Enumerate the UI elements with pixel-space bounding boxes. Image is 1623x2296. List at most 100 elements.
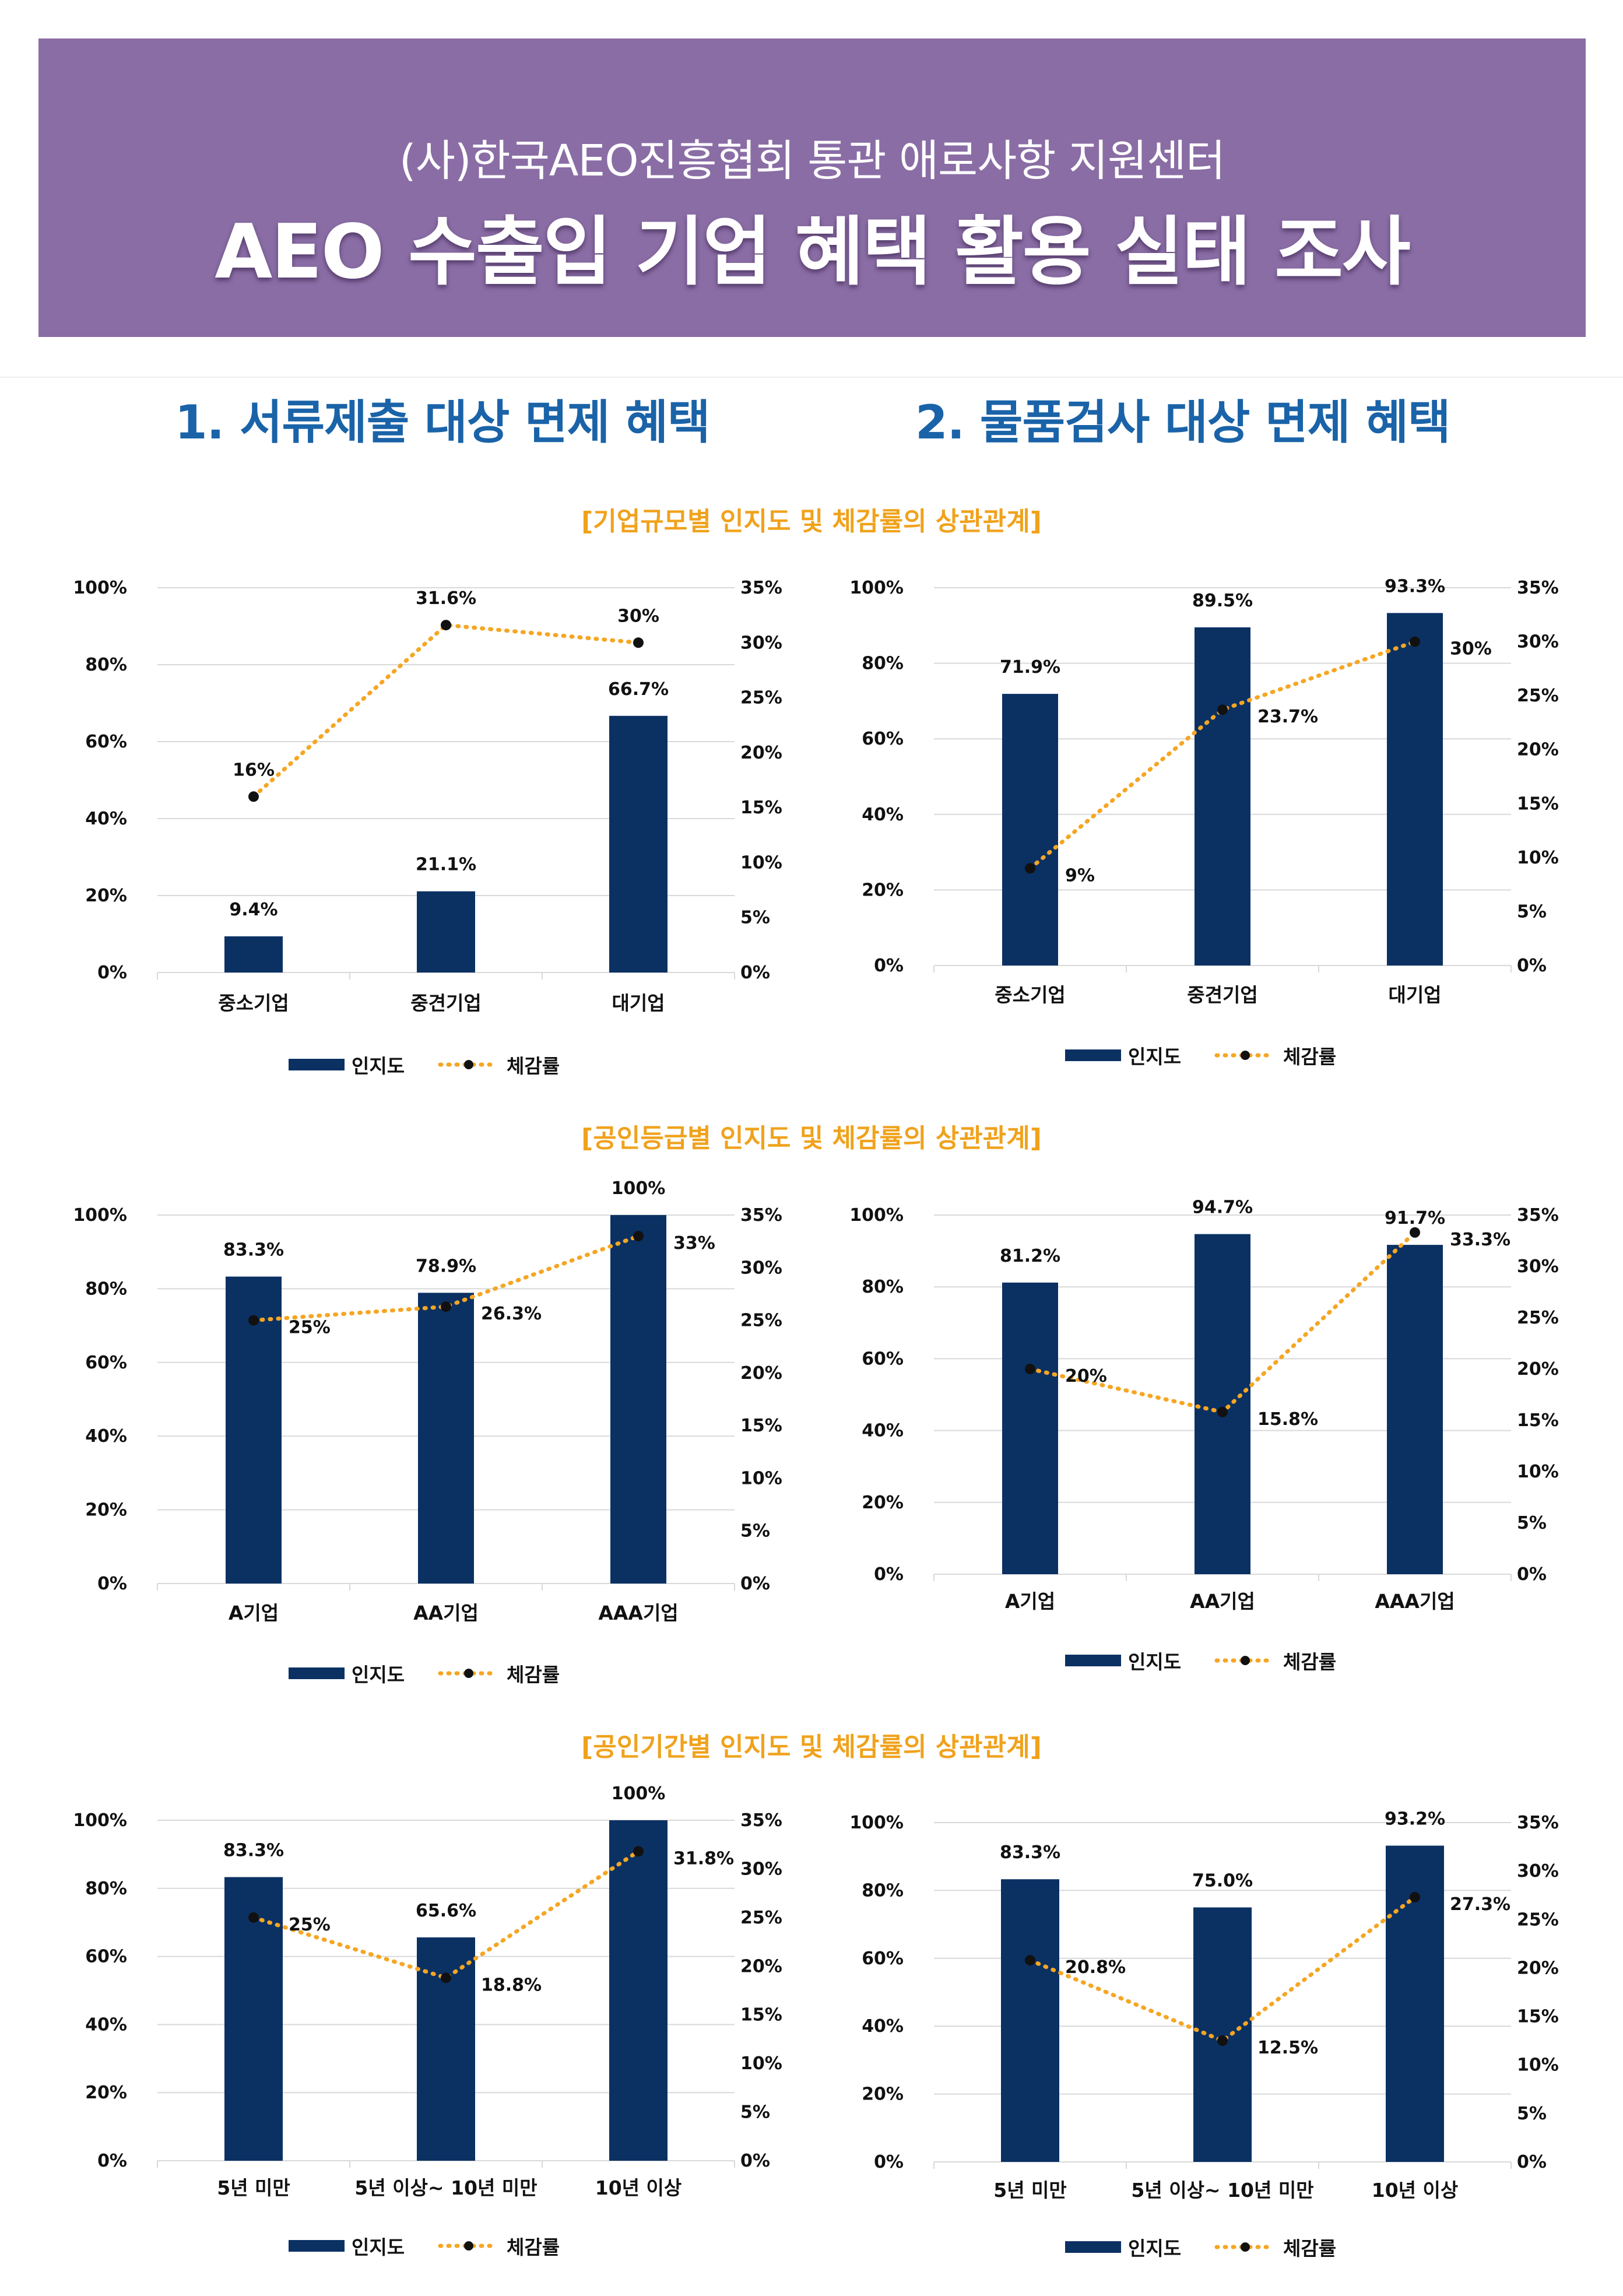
left-axis-tick: 60% [862, 1349, 904, 1369]
left-axis-tick: 80% [85, 1879, 127, 1899]
bar [226, 1276, 282, 1584]
left-axis-tick: 60% [862, 729, 904, 749]
category-label: 10년 이상 [1372, 2179, 1459, 2202]
bar-data-label: 91.7% [1385, 1208, 1445, 1228]
line-series [251, 623, 641, 799]
line-point [248, 1315, 259, 1326]
line-data-label: 27.3% [1450, 1894, 1510, 1915]
category-label: AAA기업 [1375, 1590, 1455, 1613]
right-axis-tick: 35% [1517, 1205, 1559, 1226]
right-axis-tick: 10% [1517, 1462, 1559, 1482]
bar [417, 891, 475, 973]
line-data-label: 25% [289, 1915, 331, 1935]
right-axis-tick: 35% [740, 1205, 782, 1226]
right-axis-tick: 20% [740, 1956, 782, 1976]
line-data-label: 33% [673, 1233, 715, 1254]
line-data-label: 30% [1450, 639, 1492, 659]
right-axis-tick: 20% [740, 743, 782, 763]
left-axis-tick: 80% [85, 655, 127, 675]
bar [609, 1820, 668, 2161]
legend-swatch-point [1241, 1051, 1250, 1060]
legend-label: 인지도 [1128, 1651, 1181, 1673]
line-point [1217, 704, 1228, 715]
bar-data-label: 75.0% [1192, 1871, 1253, 1891]
bar [1001, 1879, 1059, 2162]
legend-swatch-point [1241, 2242, 1250, 2252]
bar-data-label: 66.7% [608, 679, 669, 700]
right-axis-tick: 20% [1517, 1958, 1559, 1978]
right-axis-tick: 25% [1517, 1308, 1559, 1328]
left-axis-tick: 0% [874, 1564, 904, 1585]
line-point [1410, 1892, 1420, 1903]
chart-doc-company-size: 0% 20% 40% 60% 80% 100% 0% 5% 10% 15% 20% 25% 30% 35%… [70, 560, 782, 1096]
line-point [1025, 1364, 1035, 1374]
left-axis-tick: 0% [97, 2151, 127, 2171]
left-axis-tick: 40% [85, 809, 127, 829]
right-axis-tick: 10% [740, 1468, 782, 1488]
bar [1193, 1907, 1252, 2162]
category-label: 중소기업 [218, 992, 289, 1014]
left-axis-tick: 100% [73, 1205, 127, 1226]
bar-data-label: 93.3% [1385, 576, 1445, 596]
right-axis-tick: 15% [1517, 1410, 1559, 1431]
line-data-label: 20.8% [1065, 1957, 1126, 1978]
legend-swatch-bar [289, 2240, 345, 2252]
left-axis-tick: 20% [862, 1493, 904, 1513]
line-point [1217, 2035, 1228, 2046]
line-series [1028, 640, 1417, 870]
category-label: 10년 이상 [595, 2176, 682, 2199]
line-point [248, 791, 259, 802]
left-axis-tick: 100% [849, 578, 904, 598]
right-axis-tick: 25% [740, 688, 782, 708]
right-axis-tick: 15% [1517, 2007, 1559, 2027]
bar-data-label: 94.7% [1192, 1198, 1253, 1218]
right-axis-tick: 5% [740, 908, 770, 928]
bar-data-label: 21.1% [416, 855, 476, 875]
right-axis-tick: 10% [1517, 848, 1559, 868]
left-axis-tick: 0% [97, 963, 127, 983]
legend-swatch-point [464, 2241, 473, 2251]
left-axis-tick: 0% [874, 2152, 904, 2172]
left-axis-tick: 60% [85, 1947, 127, 1967]
line-series [251, 1849, 641, 1981]
left-axis-tick: 20% [862, 880, 904, 900]
group-title-grade: [공인등급별 인지도 및 체감률의 상관관계] [581, 1124, 1042, 1153]
line-data-label: 15.8% [1257, 1409, 1318, 1430]
right-axis-tick: 30% [1517, 1256, 1559, 1277]
line-data-label: 31.6% [416, 588, 476, 609]
category-label: A기업 [1005, 1590, 1055, 1613]
right-axis-tick: 5% [1517, 2104, 1547, 2124]
bar-data-label: 78.9% [416, 1256, 476, 1276]
right-axis-tick: 0% [1517, 956, 1547, 976]
left-axis-tick: 80% [862, 1277, 904, 1297]
left-axis-tick: 40% [862, 1421, 904, 1441]
right-axis-tick: 15% [740, 2005, 782, 2025]
left-axis-tick: 20% [85, 1500, 127, 1521]
right-axis-tick: 10% [740, 852, 782, 873]
category-label: 5년 미만 [993, 2179, 1067, 2202]
left-axis-tick: 20% [85, 2083, 127, 2103]
left-axis-tick: 100% [73, 1810, 127, 1831]
legend-label: 인지도 [1128, 2237, 1181, 2260]
left-axis-tick: 0% [97, 1574, 127, 1594]
legend-label: 인지도 [1128, 1045, 1181, 1068]
left-axis-tick: 40% [862, 2016, 904, 2037]
category-label: 대기업 [1388, 984, 1441, 1006]
bar [609, 715, 668, 973]
right-axis-tick: 30% [740, 633, 782, 653]
section-title-document-exemption: 1. 서류제출 대상 면제 혜택 [175, 395, 710, 450]
bar [1387, 613, 1443, 966]
left-axis-tick: 0% [874, 956, 904, 976]
chart-inspect-grade: 0% 20% 40% 60% 80% 100% 0% 5% 10% 15% 20% 25% 30% 35%… [846, 1189, 1559, 1714]
line-data-label: 26.3% [481, 1304, 542, 1324]
right-axis-tick: 0% [1517, 1564, 1547, 1585]
bar-data-label: 83.3% [1000, 1842, 1060, 1863]
right-axis-tick: 30% [740, 1258, 782, 1278]
right-axis-tick: 0% [740, 2151, 770, 2171]
category-label: AA기업 [1190, 1590, 1255, 1613]
right-axis-tick: 10% [1517, 2055, 1559, 2076]
right-axis-tick: 25% [1517, 1909, 1559, 1930]
line-data-label: 12.5% [1257, 2038, 1318, 2058]
line-data-label: 16% [233, 760, 275, 780]
chart-doc-grade: 0% 20% 40% 60% 80% 100% 0% 5% 10% 15% 20% 25% 30% 35%… [70, 1178, 782, 1714]
